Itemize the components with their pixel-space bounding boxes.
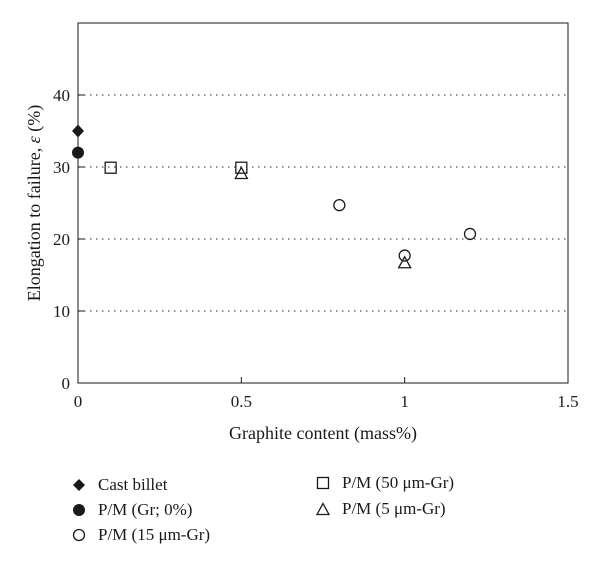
circle-open-icon <box>72 528 86 542</box>
legend-item-pm-15um: P/M (15 μm-Gr) <box>72 525 210 545</box>
point-pm-5um <box>397 255 412 269</box>
point-pm-15um <box>398 249 411 262</box>
y-tick-label: 10 <box>53 302 70 321</box>
y-tick-label: 20 <box>53 230 70 249</box>
circle-filled-icon <box>73 504 85 516</box>
axis-ticks: 0 10 20 30 40 0 0.5 1 1.5 <box>53 86 579 411</box>
legend-label: P/M (5 μm-Gr) <box>342 499 446 518</box>
point-pm-5um <box>234 166 249 180</box>
legend-item-pm-5um: P/M (5 μm-Gr) <box>316 499 446 519</box>
point-pm-15um <box>333 199 346 212</box>
legend-item-pm-gr-0: P/M (Gr; 0%) <box>72 500 192 520</box>
y-tick-label: 0 <box>62 374 71 393</box>
x-tick-label: 1.5 <box>557 392 578 411</box>
point-pm-15um <box>463 227 477 241</box>
point-cast-billet <box>72 124 84 138</box>
diamond-filled-icon <box>73 479 85 491</box>
y-tick-label: 30 <box>53 158 70 177</box>
point-pm-50um <box>235 161 248 174</box>
legend-item-cast-billet: Cast billet <box>72 475 167 495</box>
scatter-chart: 0 10 20 30 40 0 0.5 1 1.5 Graphite content (mass… <box>24 22 579 444</box>
plot-frame <box>77 22 569 384</box>
grid-lines <box>78 94 568 312</box>
triangle-open-icon <box>316 502 330 516</box>
y-tick-label: 40 <box>53 86 70 105</box>
legend-label: P/M (50 μm-Gr) <box>342 473 455 492</box>
legend-label: Cast billet <box>98 475 168 494</box>
x-axis-label: Graphite content (mass%) <box>229 423 417 444</box>
x-tick-label: 0 <box>74 392 83 411</box>
square-open-icon <box>316 476 330 490</box>
point-pm-gr-0 <box>72 146 84 159</box>
y-axis-label: Elongation to failure, ε (%) <box>24 105 45 302</box>
x-tick-label: 1 <box>400 392 409 411</box>
legend-item-pm-50um: P/M (50 μm-Gr) <box>316 473 454 493</box>
x-tick-label: 0.5 <box>231 392 252 411</box>
legend-label: P/M (15 μm-Gr) <box>98 525 211 544</box>
legend-label: P/M (Gr; 0%) <box>98 500 193 519</box>
point-pm-50um <box>104 161 117 174</box>
data-points <box>72 124 477 269</box>
